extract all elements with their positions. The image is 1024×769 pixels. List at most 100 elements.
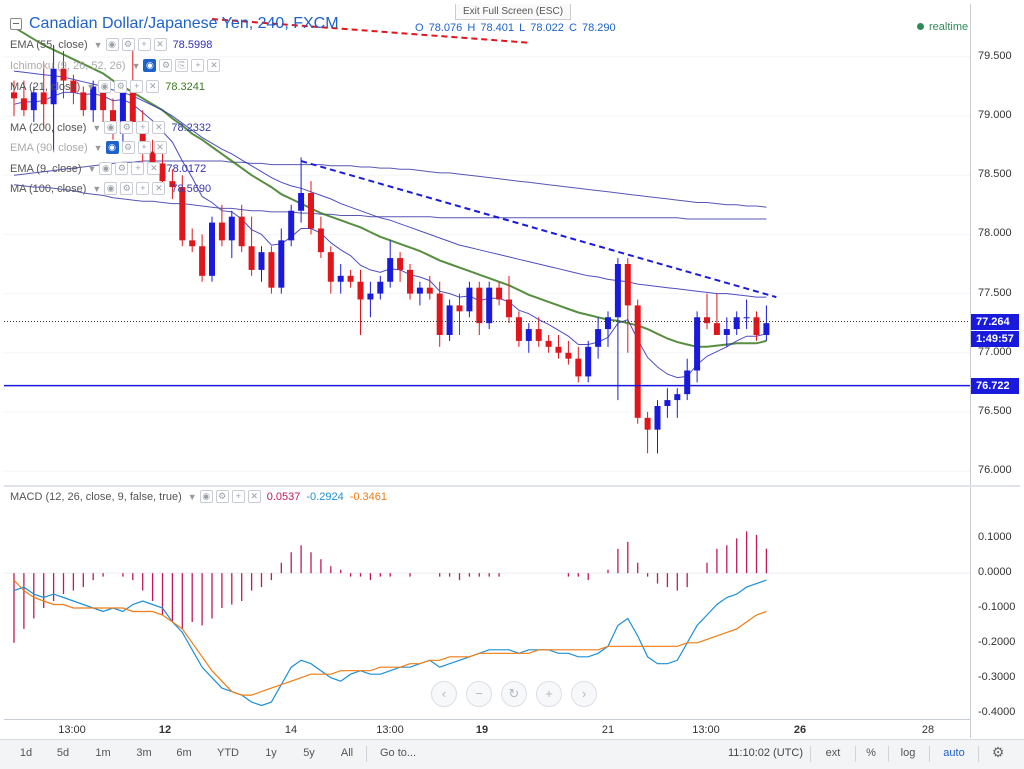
zoom-in-icon[interactable]: +	[536, 681, 562, 707]
legend-ma21[interactable]: MA (21, close) ▼ ◉ ⚙ + ✕ 78.3241	[10, 78, 205, 95]
gear-icon[interactable]: ⚙	[120, 182, 134, 195]
toolbar-separator	[978, 746, 979, 762]
legend-ichimoku-label[interactable]: Ichimoku (9, 26, 52, 26)	[10, 59, 126, 72]
time-axis[interactable]: 13:00 12 14 13:00 19 21 13:00 26 28	[4, 719, 970, 740]
chevron-down-icon[interactable]: ▼	[93, 39, 103, 50]
legend-ema9[interactable]: EMA (9, close) ▼ ◉ ⚙ + ✕ 78.0172	[10, 160, 206, 177]
gear-icon[interactable]: ⚙	[215, 490, 229, 503]
range-1d-button[interactable]: 1d	[19, 747, 33, 759]
gear-icon[interactable]: ⚙	[121, 38, 135, 51]
chevron-down-icon[interactable]: ▼	[86, 81, 96, 92]
add-icon[interactable]: +	[131, 162, 145, 175]
hidden-eye-icon[interactable]: ◉	[143, 59, 157, 72]
exit-fullscreen-button[interactable]: Exit Full Screen (ESC)	[455, 4, 572, 20]
chevron-down-icon[interactable]: ▼	[93, 142, 103, 153]
range-5d-button[interactable]: 5d	[56, 747, 70, 759]
candle-body	[605, 317, 611, 330]
extended-hours-button[interactable]: ext	[825, 747, 841, 759]
add-icon[interactable]: +	[136, 121, 150, 134]
symbol-title[interactable]: Canadian Dollar/Japanese Yen, 240, FXCM	[29, 15, 339, 32]
eye-icon[interactable]: ◉	[199, 490, 213, 503]
macd-chart[interactable]	[4, 487, 970, 719]
eye-icon[interactable]: ◉	[104, 182, 118, 195]
eye-icon[interactable]: ◉	[99, 162, 113, 175]
range-ytd-button[interactable]: YTD	[217, 747, 239, 759]
candle-body	[446, 305, 453, 335]
clock[interactable]: 11:10:02 (UTC)	[728, 747, 803, 759]
legend-ema55-label[interactable]: EMA (55, close)	[10, 38, 88, 51]
range-1m-button[interactable]: 1m	[95, 747, 111, 759]
chevron-down-icon[interactable]: ▼	[187, 491, 197, 502]
candle-body	[753, 317, 760, 335]
collapse-icon[interactable]	[10, 18, 22, 30]
range-1y-button[interactable]: 1y	[265, 747, 277, 759]
range-all-button[interactable]: All	[340, 747, 354, 759]
log-scale-button[interactable]: log	[900, 747, 916, 759]
legend-macd[interactable]: MACD (12, 26, close, 9, false, true) ▼ ◉ ⚙…	[10, 488, 387, 505]
open-label: O	[415, 22, 424, 34]
legend-macd-label[interactable]: MACD (12, 26, close, 9, false, true)	[10, 490, 182, 503]
close-icon[interactable]: ✕	[153, 38, 167, 51]
gear-icon[interactable]: ⚙	[991, 744, 1005, 760]
candle-body	[169, 181, 176, 188]
candle-body	[357, 281, 364, 300]
eye-icon[interactable]: ◉	[98, 80, 112, 93]
macd-tick-label: -0.4000	[978, 705, 1016, 718]
percent-scale-button[interactable]: %	[866, 747, 876, 759]
hidden-eye-icon[interactable]: ◉	[105, 141, 119, 154]
candle-body	[674, 394, 681, 401]
add-icon[interactable]: +	[191, 59, 205, 72]
gear-icon[interactable]: ⚙	[115, 162, 129, 175]
close-icon[interactable]: ✕	[147, 162, 161, 175]
reset-icon[interactable]: ↻	[501, 681, 527, 707]
chevron-down-icon[interactable]: ▼	[131, 60, 141, 71]
legend-ma200-label[interactable]: MA (200, close)	[10, 121, 87, 134]
close-icon[interactable]: ✕	[153, 141, 167, 154]
close-icon[interactable]: ✕	[152, 182, 166, 195]
range-5y-button[interactable]: 5y	[303, 747, 315, 759]
legend-ma100[interactable]: MA (100, close) ▼ ◉ ⚙ + ✕ 78.5690	[10, 180, 211, 197]
add-icon[interactable]: +	[136, 182, 150, 195]
range-6m-button[interactable]: 6m	[176, 747, 192, 759]
scroll-right-icon[interactable]: ›	[571, 681, 597, 707]
eye-icon[interactable]: ◉	[105, 38, 119, 51]
chevron-down-icon[interactable]: ▼	[92, 122, 102, 133]
gear-icon[interactable]: ⚙	[114, 80, 128, 93]
legend-ema55[interactable]: EMA (55, close) ▼ ◉ ⚙ + ✕ 78.5998	[10, 36, 212, 53]
candle-body	[20, 98, 27, 111]
legend-ema9-value: 78.0172	[166, 162, 207, 175]
chevron-down-icon[interactable]: ▼	[92, 183, 102, 194]
legend-ema90[interactable]: EMA (90, close) ▼ ◉ ⚙ + ✕	[10, 139, 167, 156]
copy-icon[interactable]: ⎘	[175, 59, 189, 72]
legend-ma100-label[interactable]: MA (100, close)	[10, 182, 87, 195]
close-icon[interactable]: ✕	[207, 59, 221, 72]
eye-icon[interactable]: ◉	[104, 121, 118, 134]
price-pane[interactable]: Canadian Dollar/Japanese Yen, 240, FXCM …	[4, 4, 970, 485]
add-icon[interactable]: +	[137, 141, 151, 154]
add-icon[interactable]: +	[130, 80, 144, 93]
legend-ichimoku[interactable]: Ichimoku (9, 26, 52, 26) ▼ ◉ ⚙ ⎘ + ✕	[10, 57, 221, 74]
chevron-down-icon[interactable]: ▼	[87, 163, 97, 174]
add-icon[interactable]: +	[231, 490, 245, 503]
auto-scale-button[interactable]: auto	[943, 747, 965, 759]
add-icon[interactable]: +	[137, 38, 151, 51]
price-chart[interactable]	[4, 4, 970, 485]
zoom-out-icon[interactable]: −	[466, 681, 492, 707]
close-icon[interactable]: ✕	[146, 80, 160, 93]
gear-icon[interactable]: ⚙	[121, 141, 135, 154]
gear-icon[interactable]: ⚙	[159, 59, 173, 72]
close-icon[interactable]: ✕	[247, 490, 261, 503]
legend-ema90-label[interactable]: EMA (90, close)	[10, 141, 88, 154]
legend-ema9-label[interactable]: EMA (9, close)	[10, 162, 82, 175]
goto-button[interactable]: Go to...	[379, 747, 417, 759]
macd-axis[interactable]: 0.1000 0.0000 -0.1000 -0.2000 -0.3000 -0.4000	[970, 487, 1021, 738]
candle-body	[515, 317, 522, 341]
range-3m-button[interactable]: 3m	[136, 747, 152, 759]
close-icon[interactable]: ✕	[152, 121, 166, 134]
legend-ma21-label[interactable]: MA (21, close)	[10, 80, 81, 93]
legend-ma200[interactable]: MA (200, close) ▼ ◉ ⚙ + ✕ 78.2332	[10, 119, 211, 136]
gear-icon[interactable]: ⚙	[120, 121, 134, 134]
pane-divider[interactable]	[4, 485, 1020, 487]
price-axis[interactable]: 79.500 79.000 78.500 78.000 77.500 77.000 76.5…	[970, 4, 1021, 485]
scroll-left-icon[interactable]: ‹	[431, 681, 457, 707]
